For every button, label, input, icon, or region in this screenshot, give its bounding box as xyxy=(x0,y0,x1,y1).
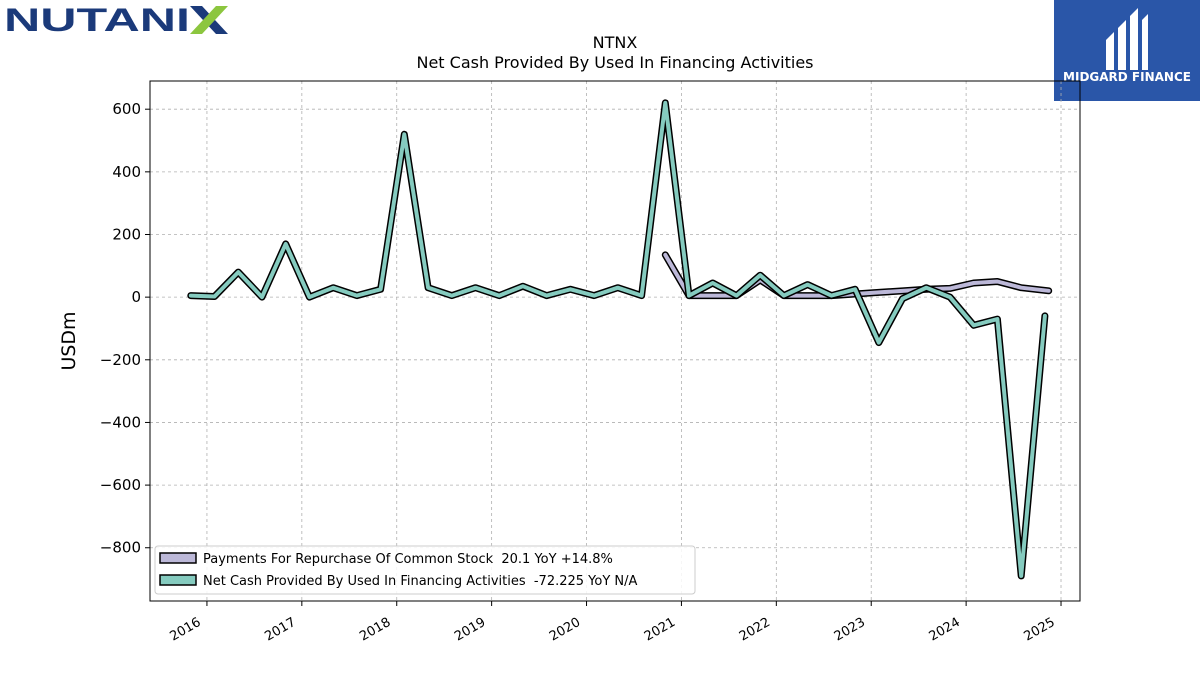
chart-title: NTNX xyxy=(593,33,638,52)
x-tick-label: 2021 xyxy=(642,615,678,645)
x-axis: 2016 2017 2018 2019 2020 2021 2022 2023 2024 2025 xyxy=(167,601,1062,645)
x-tick-label: 2025 xyxy=(1022,615,1058,645)
y-axis-label: USDm xyxy=(58,311,80,370)
y-tick-label: −200 xyxy=(100,351,141,369)
series-outline-financing xyxy=(187,99,1049,580)
legend-swatch-repurchase xyxy=(159,552,197,564)
legend-swatch-financing xyxy=(159,574,197,586)
x-tick-label: 2020 xyxy=(547,615,583,645)
midgard-logo-text: MIDGARD FINANCE xyxy=(1063,70,1191,84)
plot-frame xyxy=(149,80,1081,602)
nutanix-x-mark xyxy=(190,6,228,34)
y-tick-label: −800 xyxy=(100,539,141,557)
nutanix-logo: NUTANI xyxy=(4,2,228,38)
y-tick-label: −600 xyxy=(100,476,141,494)
x-tick-label: 2018 xyxy=(357,615,393,645)
logo-background xyxy=(1054,0,1200,101)
legend-label-repurchase: Payments For Repurchase Of Common Stock … xyxy=(203,552,613,567)
legend: Payments For Repurchase Of Common Stock … xyxy=(154,545,696,595)
series-lines xyxy=(187,99,1053,580)
y-tick-label: 0 xyxy=(131,288,141,306)
x-tick-label: 2024 xyxy=(927,615,963,645)
x-tick-label: 2017 xyxy=(262,615,298,645)
grid xyxy=(150,81,1080,601)
legend-label-financing: Net Cash Provided By Used In Financing A… xyxy=(203,574,638,589)
x-tick-label: 2016 xyxy=(167,615,203,645)
y-tick-label: 600 xyxy=(112,100,141,118)
series-line-financing xyxy=(188,100,1047,578)
y-tick-label: 200 xyxy=(112,225,141,243)
y-tick-label: −400 xyxy=(100,413,141,431)
y-tick-label: 400 xyxy=(112,163,141,181)
svg-text:NUTANI: NUTANI xyxy=(4,2,190,38)
y-axis: −800 −600 −400 −200 0 200 400 600 xyxy=(100,100,150,557)
chart-subtitle: Net Cash Provided By Used In Financing A… xyxy=(416,53,813,72)
x-tick-label: 2022 xyxy=(737,615,773,645)
x-tick-label: 2019 xyxy=(452,615,488,645)
x-tick-label: 2023 xyxy=(832,615,868,645)
midgard-finance-logo: MIDGARD FINANCE xyxy=(1054,0,1200,101)
legend-box xyxy=(154,545,696,595)
midgard-emblem-icon xyxy=(1106,8,1148,70)
